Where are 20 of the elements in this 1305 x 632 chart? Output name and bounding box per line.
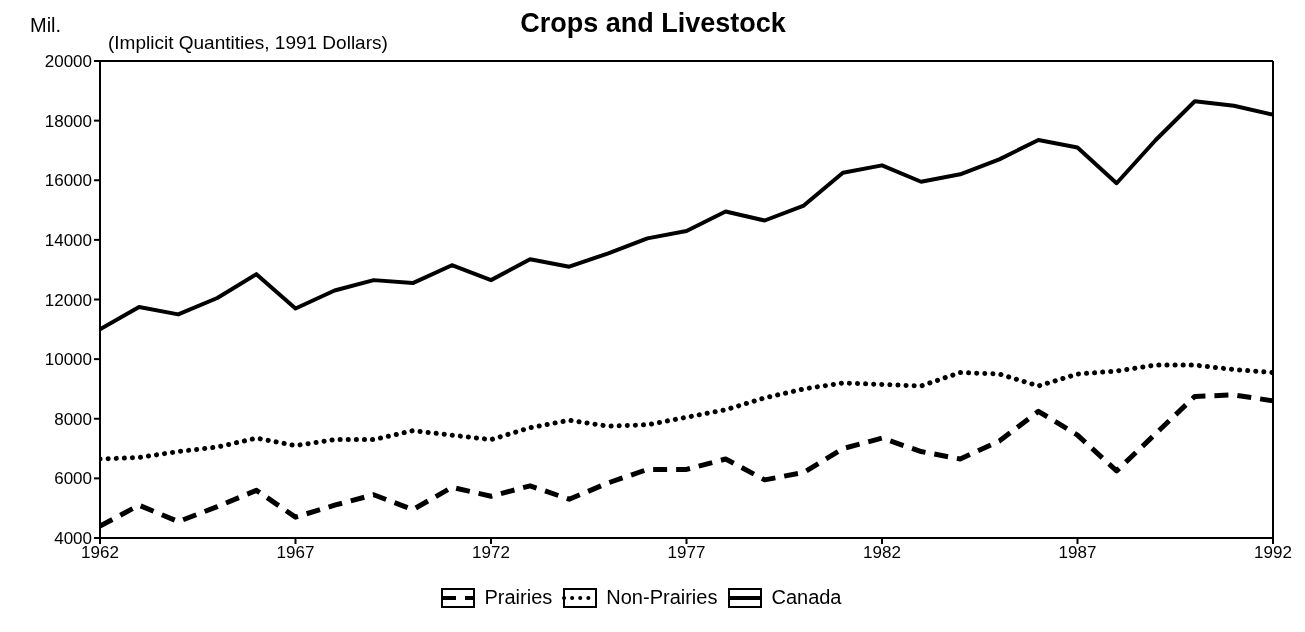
y-axis-title: Mil. <box>30 14 62 37</box>
x-tick-label: 1972 <box>472 543 510 563</box>
y-tick-label: 14000 <box>44 230 92 250</box>
y-tick-label: 6000 <box>54 469 92 489</box>
chart-subtitle: (Implicit Quantities, 1991 Dollars) <box>108 32 388 54</box>
x-tick-label: 1992 <box>1254 543 1292 563</box>
y-tick-label: 12000 <box>44 290 92 310</box>
y-tick-label: 20000 <box>44 52 92 72</box>
legend-label: Prairies <box>484 586 553 609</box>
x-tick-label: 1982 <box>863 543 901 563</box>
x-tick-label: 1977 <box>667 543 706 563</box>
x-tick-label: 1987 <box>1058 543 1097 563</box>
y-tick-label: 10000 <box>44 350 92 370</box>
legend-label: Non-Prairies <box>606 586 718 609</box>
y-tick-label: 8000 <box>54 409 92 429</box>
legend-label: Canada <box>771 586 842 609</box>
x-tick-label: 1967 <box>276 543 315 563</box>
y-tick-label: 18000 <box>44 111 92 131</box>
chart-title: Crops and Livestock <box>520 8 786 38</box>
y-tick-label: 16000 <box>44 171 92 191</box>
